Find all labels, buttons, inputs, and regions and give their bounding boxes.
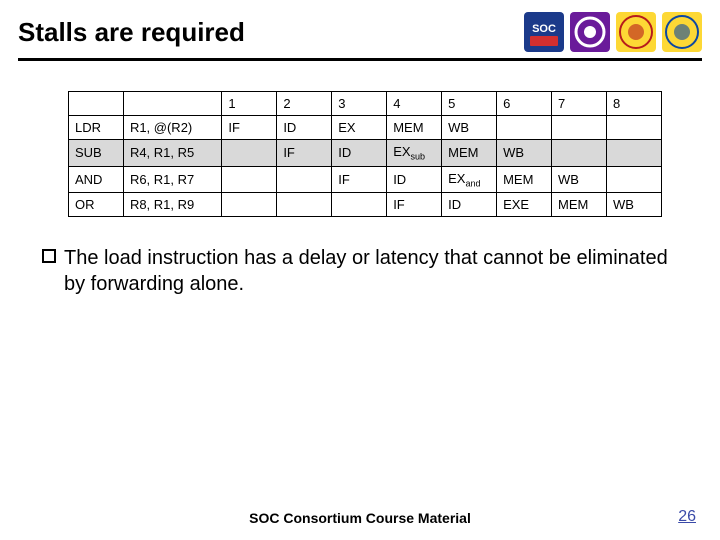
table-header-cell: 5 bbox=[442, 92, 497, 116]
instruction-cell: AND bbox=[69, 166, 124, 193]
stage-cell bbox=[497, 116, 552, 140]
stage-cell: EXsub bbox=[387, 140, 442, 167]
table-header-cell: 6 bbox=[497, 92, 552, 116]
stage-cell: EXand bbox=[442, 166, 497, 193]
stage-cell: ID bbox=[442, 193, 497, 217]
instruction-cell: LDR bbox=[69, 116, 124, 140]
stage-cell bbox=[552, 116, 607, 140]
table-header-cell: 8 bbox=[606, 92, 661, 116]
stage-cell bbox=[222, 166, 277, 193]
table-row: ORR8, R1, R9 IFIDEXEMEMWB bbox=[69, 193, 662, 217]
operands-cell: R6, R1, R7 bbox=[123, 166, 221, 193]
stage-cell: WB bbox=[497, 140, 552, 167]
stage-cell bbox=[606, 116, 661, 140]
stage-cell: ID bbox=[332, 140, 387, 167]
table-header-cell: 2 bbox=[277, 92, 332, 116]
stage-cell bbox=[606, 140, 661, 167]
slide-title: Stalls are required bbox=[18, 17, 245, 48]
operands-cell: R4, R1, R5 bbox=[123, 140, 221, 167]
logo-0: SOC bbox=[524, 12, 564, 52]
bullet-row: The load instruction has a delay or late… bbox=[42, 245, 678, 297]
stage-cell: WB bbox=[606, 193, 661, 217]
stage-cell: WB bbox=[442, 116, 497, 140]
table-header-cell bbox=[123, 92, 221, 116]
table-header-cell: 4 bbox=[387, 92, 442, 116]
stage-cell: IF bbox=[222, 116, 277, 140]
stage-cell: MEM bbox=[387, 116, 442, 140]
page-number: 26 bbox=[678, 508, 696, 526]
title-rule bbox=[18, 58, 702, 61]
operands-cell: R1, @(R2) bbox=[123, 116, 221, 140]
table-row: ANDR6, R1, R7 IFIDEXandMEMWB bbox=[69, 166, 662, 193]
table-header-cell: 3 bbox=[332, 92, 387, 116]
instruction-cell: OR bbox=[69, 193, 124, 217]
stage-cell: IF bbox=[277, 140, 332, 167]
table-header-cell bbox=[69, 92, 124, 116]
pipeline-table-wrap: 12345678LDRR1, @(R2)IFIDEXMEMWBSUBR4, R1… bbox=[68, 91, 662, 217]
stage-cell: IF bbox=[332, 166, 387, 193]
slide: Stalls are required SOC 12345678LDRR1, @… bbox=[0, 0, 720, 540]
logo-strip: SOC bbox=[524, 12, 702, 52]
table-row: LDRR1, @(R2)IFIDEXMEMWB bbox=[69, 116, 662, 140]
logo-2 bbox=[616, 12, 656, 52]
logo-1 bbox=[570, 12, 610, 52]
stage-cell bbox=[222, 140, 277, 167]
stage-cell: EX bbox=[332, 116, 387, 140]
stage-cell bbox=[552, 140, 607, 167]
stage-cell bbox=[222, 193, 277, 217]
table-row: SUBR4, R1, R5 IFIDEXsubMEMWB bbox=[69, 140, 662, 167]
stage-cell bbox=[277, 193, 332, 217]
stage-cell: ID bbox=[387, 166, 442, 193]
stage-cell: WB bbox=[552, 166, 607, 193]
stage-cell: IF bbox=[387, 193, 442, 217]
instruction-cell: SUB bbox=[69, 140, 124, 167]
table-header-row: 12345678 bbox=[69, 92, 662, 116]
bullet-marker bbox=[42, 249, 56, 263]
stage-cell: MEM bbox=[442, 140, 497, 167]
svg-text:SOC: SOC bbox=[532, 23, 556, 35]
stage-cell: MEM bbox=[552, 193, 607, 217]
stage-cell bbox=[277, 166, 332, 193]
stage-cell bbox=[332, 193, 387, 217]
footer-text: SOC Consortium Course Material bbox=[0, 510, 720, 526]
table-header-cell: 1 bbox=[222, 92, 277, 116]
table-header-cell: 7 bbox=[552, 92, 607, 116]
stage-cell: ID bbox=[277, 116, 332, 140]
pipeline-table: 12345678LDRR1, @(R2)IFIDEXMEMWBSUBR4, R1… bbox=[68, 91, 662, 217]
stage-cell: MEM bbox=[497, 166, 552, 193]
stage-cell bbox=[606, 166, 661, 193]
logo-3 bbox=[662, 12, 702, 52]
stage-cell: EXE bbox=[497, 193, 552, 217]
body-text: The load instruction has a delay or late… bbox=[64, 245, 678, 297]
operands-cell: R8, R1, R9 bbox=[123, 193, 221, 217]
title-row: Stalls are required SOC bbox=[18, 12, 702, 52]
